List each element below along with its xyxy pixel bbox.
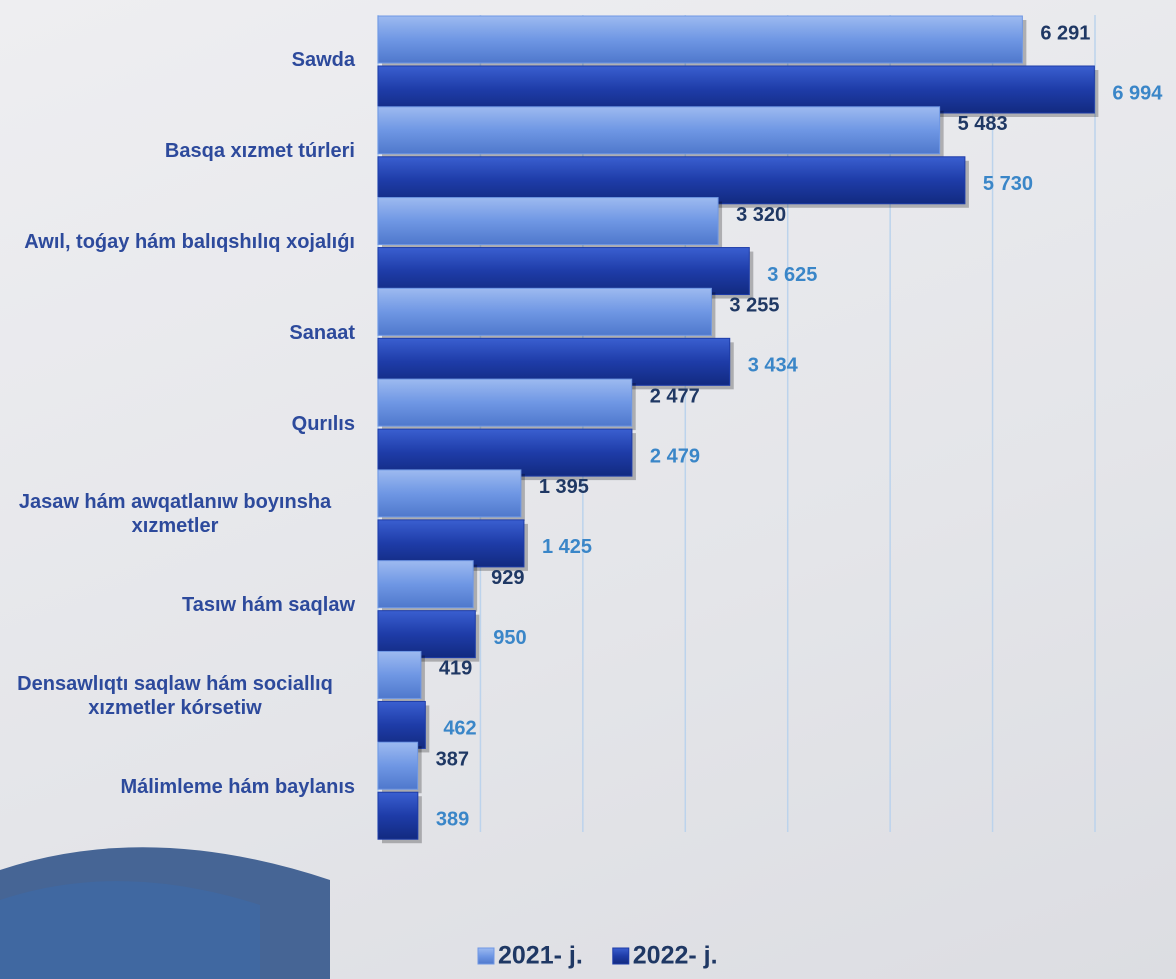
category-text: Awıl, toǵay hám balıqshılıq xojalıǵı [24,230,355,253]
legend-label: 2021- j. [498,942,583,970]
legend-swatch [612,947,630,965]
legend-swatch [477,947,495,965]
category-text: Jasaw hám awqatlanıw boyınsha xızmetler [18,491,332,538]
category-label: Sanaat [0,285,355,381]
bar [377,247,750,296]
value-label: 419 [439,658,472,680]
category-text: Málimleme hám baylanıs [120,775,355,798]
category-label: Awıl, toǵay hám balıqshılıq xojalıǵı [0,194,355,290]
category-label: Jasaw hám awqatlanıw boyınsha xızmetler [0,466,355,562]
value-label: 2 479 [650,445,700,467]
value-label: 1 425 [542,536,592,558]
category-label: Málimleme hám baylanıs [0,739,355,835]
category-text: Qurılıs [291,412,355,435]
bar [377,700,426,749]
bar [377,519,525,568]
bar [377,560,474,609]
bar [377,610,476,659]
bar [377,791,419,840]
value-label: 3 434 [748,355,799,377]
value-label: 387 [436,749,469,771]
bar [377,197,719,246]
decoration [0,881,260,979]
category-text: Basqa xızmet túrleri [164,140,355,163]
value-label: 6 994 [1112,82,1163,104]
bar [377,106,941,155]
legend-label: 2022- j. [633,942,718,970]
value-label: 462 [443,718,476,740]
value-label: 5 730 [983,173,1033,195]
value-label: 3 320 [736,204,786,226]
category-label: Tasıw hám saqlaw [0,557,355,653]
bar [377,15,1023,64]
category-text: Sawda [291,49,355,72]
category-text: Densawlıqtı saqlaw hám sociallıq xızmetl… [17,672,333,719]
value-label: 2 477 [650,385,700,407]
bar [377,287,712,336]
bar [377,428,633,477]
category-text: Sanaat [289,321,355,344]
category-label: Basqa xızmet túrleri [0,103,355,199]
bar [377,378,633,427]
category-label: Sawda [0,12,355,108]
value-label: 5 483 [958,113,1008,135]
value-label: 3 255 [729,295,779,317]
value-label: 929 [491,567,524,589]
bar [377,337,731,386]
value-label: 950 [493,627,526,649]
category-label: Qurılıs [0,376,355,472]
bar [377,741,419,790]
category-text: Tasıw hám saqlaw [181,594,355,617]
bar [377,65,1095,114]
category-label: Densawlıqtı saqlaw hám sociallıq xızmetl… [0,648,355,744]
value-label: 6 291 [1040,22,1090,44]
value-label: 1 395 [539,476,589,498]
bar [377,156,966,205]
bar [377,650,422,699]
value-label: 3 625 [767,264,817,286]
value-label: 389 [436,809,469,831]
bar [377,469,522,518]
